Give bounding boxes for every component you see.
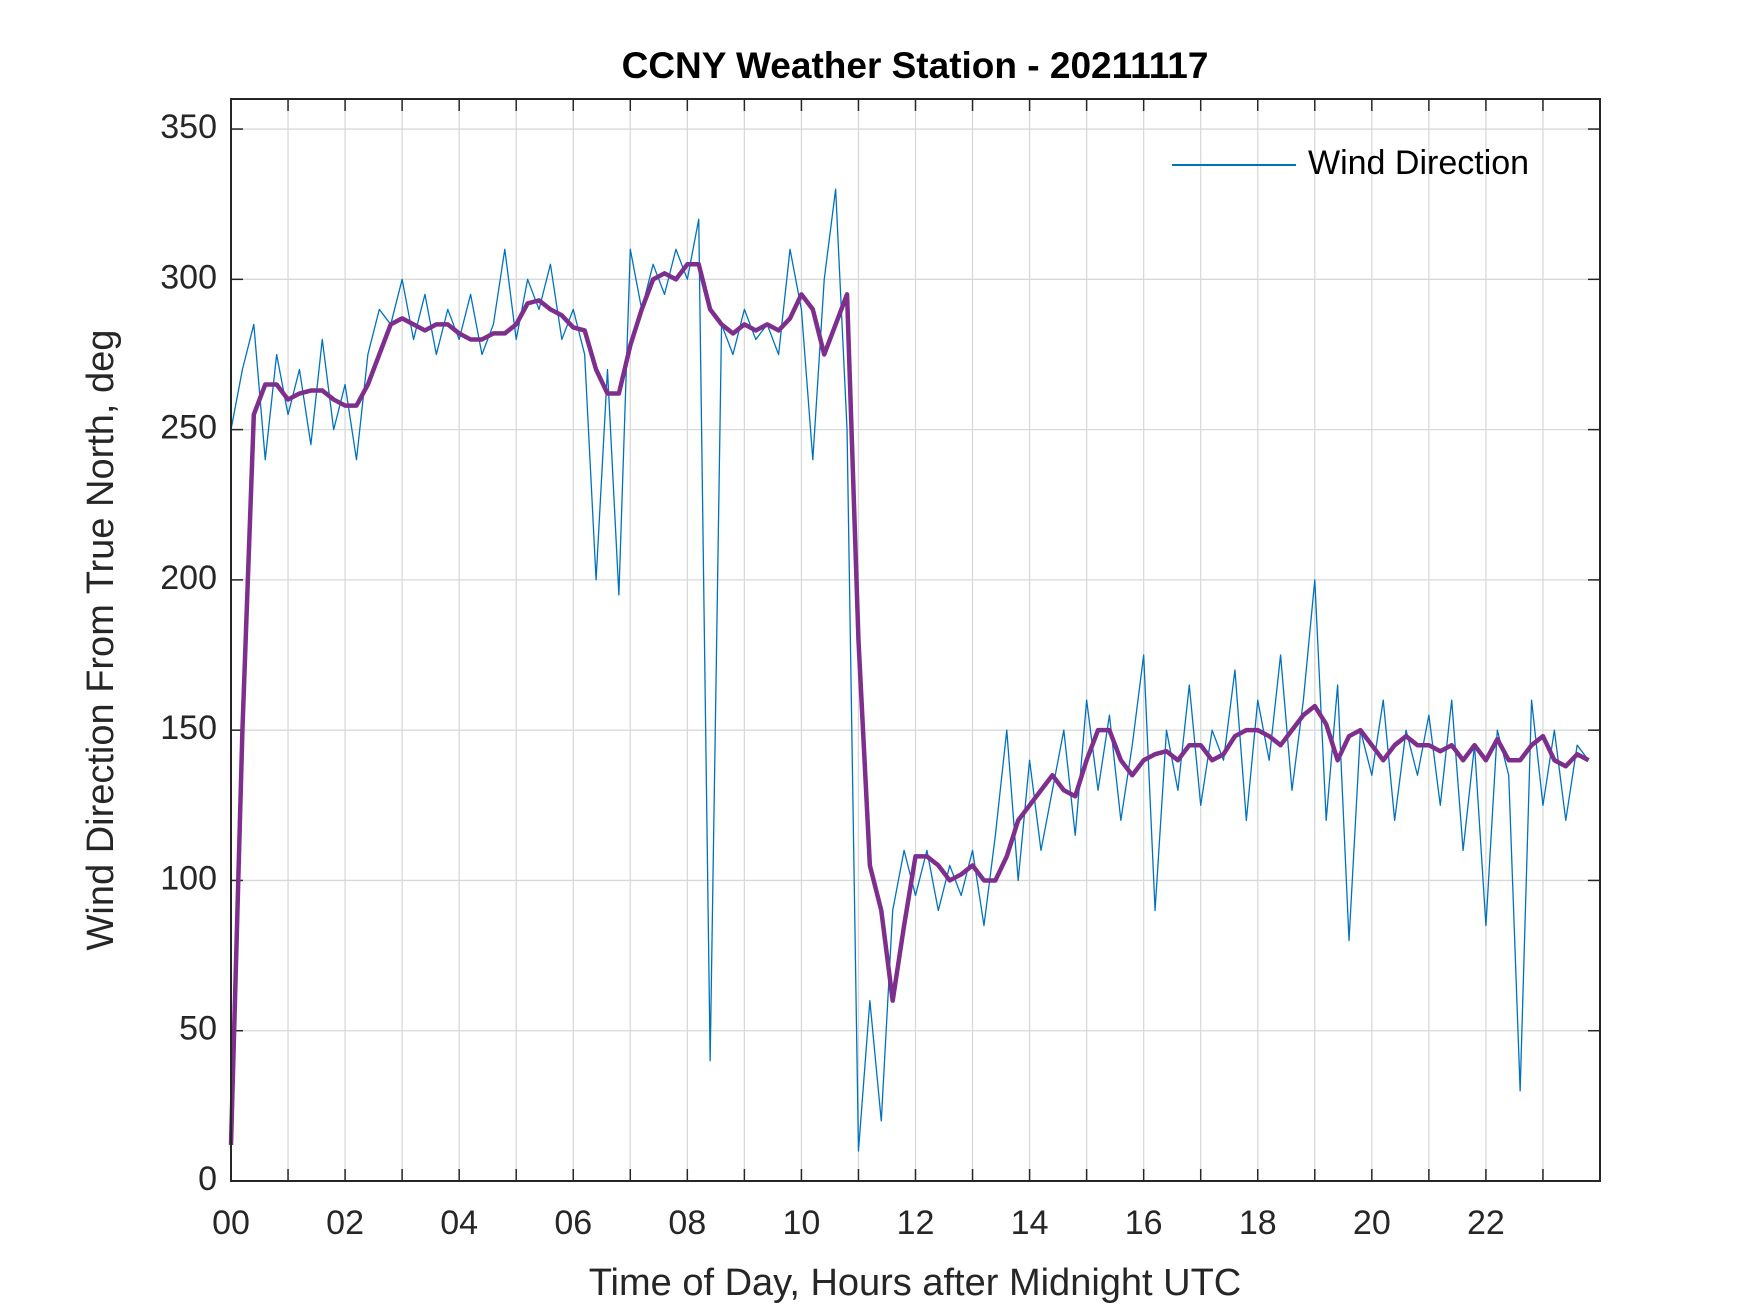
x-tick-label: 04 (440, 1204, 478, 1242)
data-line (228, 262, 1590, 1145)
y-tick-label: 350 (160, 108, 217, 146)
x-axis-label: Time of Day, Hours after Midnight UTC (589, 1262, 1242, 1304)
x-tick-label: 06 (554, 1204, 592, 1242)
x-tick-label: 10 (783, 1204, 821, 1242)
y-tick-label: 100 (160, 859, 217, 897)
x-tick-label: 12 (897, 1204, 935, 1242)
x-tick-label: 02 (326, 1204, 364, 1242)
x-tick-label: 00 (212, 1204, 250, 1242)
x-tick-label: 14 (1011, 1204, 1049, 1242)
legend-label: Wind Direction (1308, 144, 1529, 182)
y-tick-label: 0 (198, 1160, 217, 1198)
y-tick-label: 200 (160, 559, 217, 597)
x-tick-label: 22 (1467, 1204, 1505, 1242)
y-tick-label: 150 (160, 709, 217, 747)
plot-frame (230, 98, 1601, 1182)
y-tick-label: 300 (160, 258, 217, 296)
x-tick-label: 18 (1239, 1204, 1277, 1242)
x-tick-label: 16 (1125, 1204, 1163, 1242)
y-tick-label: 50 (179, 1010, 217, 1048)
y-tick-label: 250 (160, 409, 217, 447)
y-axis-label: Wind Direction From True North, deg (80, 330, 122, 951)
chart-title: CCNY Weather Station - 20211117 (622, 45, 1209, 86)
x-tick-label: 08 (668, 1204, 706, 1242)
x-tick-label: 20 (1353, 1204, 1391, 1242)
